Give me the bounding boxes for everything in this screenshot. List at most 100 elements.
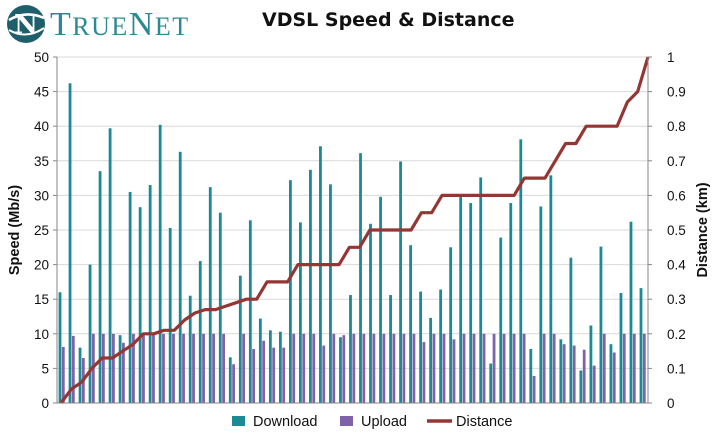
upload-bar bbox=[172, 333, 175, 403]
upload-bar bbox=[412, 333, 416, 403]
download-bar bbox=[299, 222, 302, 403]
download-bar bbox=[589, 325, 593, 403]
download-bar bbox=[599, 246, 603, 403]
legend-label: Distance bbox=[456, 414, 512, 430]
upload-bar bbox=[152, 333, 155, 403]
truenet-logo: N TRUENET bbox=[7, 5, 188, 43]
download-bar bbox=[409, 245, 413, 403]
y2-tick-label: 1 bbox=[667, 50, 675, 65]
upload-bar bbox=[252, 349, 256, 403]
legend-swatch bbox=[232, 416, 245, 426]
upload-bar bbox=[302, 333, 306, 403]
upload-bar bbox=[202, 333, 205, 403]
y-tick-label: 30 bbox=[34, 188, 49, 203]
axes bbox=[53, 56, 652, 404]
y-tick-label: 45 bbox=[34, 85, 49, 100]
upload-bar bbox=[342, 335, 346, 403]
y-tick-label: 35 bbox=[34, 154, 49, 169]
download-bar bbox=[399, 161, 402, 403]
y-axis-title: Speed (Mb/s) bbox=[7, 185, 23, 275]
download-bar bbox=[98, 171, 102, 403]
download-bar bbox=[128, 191, 132, 403]
upload-bar bbox=[562, 344, 566, 403]
upload-bar bbox=[332, 333, 336, 403]
download-bar bbox=[248, 220, 252, 403]
download-bar bbox=[319, 146, 322, 403]
y2-tick-label: 0.5 bbox=[667, 223, 686, 238]
upload-bar bbox=[292, 333, 296, 403]
upload-bar bbox=[402, 333, 406, 403]
upload-bar bbox=[392, 333, 396, 403]
upload-bar bbox=[312, 333, 316, 403]
upload-bar bbox=[502, 333, 506, 403]
download-bar bbox=[288, 180, 292, 403]
download-bar bbox=[559, 339, 563, 403]
download-bar bbox=[118, 335, 122, 403]
upload-bar bbox=[432, 333, 436, 403]
upload-bar bbox=[282, 347, 286, 403]
download-bar bbox=[509, 203, 513, 403]
upload-bar bbox=[382, 333, 386, 403]
legend-swatch bbox=[340, 416, 353, 426]
download-bar bbox=[529, 349, 533, 403]
legend: Download Upload Distance bbox=[232, 414, 512, 430]
distance-line-path bbox=[59, 56, 650, 404]
upload-bar bbox=[612, 352, 616, 403]
download-bar bbox=[339, 337, 342, 403]
upload-bar bbox=[462, 333, 466, 403]
download-bar bbox=[519, 139, 523, 403]
download-bar bbox=[579, 370, 583, 403]
y2-tick-label: 0.6 bbox=[667, 188, 686, 203]
upload-bar bbox=[632, 333, 636, 403]
legend-label: Download bbox=[253, 414, 318, 430]
download-bar bbox=[278, 331, 282, 403]
y2-tick-label: 0.1 bbox=[667, 361, 686, 376]
y2-tick-label: 0.3 bbox=[667, 292, 686, 307]
download-bar bbox=[68, 83, 72, 404]
download-bar bbox=[198, 261, 202, 403]
y2-axis-title: Distance (km) bbox=[695, 182, 711, 277]
upload-bar bbox=[162, 333, 165, 403]
download-bar bbox=[309, 169, 312, 403]
upload-bar bbox=[542, 333, 546, 403]
upload-bar bbox=[262, 340, 266, 403]
upload-bar bbox=[71, 335, 75, 403]
download-bar bbox=[389, 295, 392, 403]
logo-letter: N bbox=[14, 10, 38, 40]
upload-bar bbox=[492, 333, 496, 403]
upload-bar bbox=[61, 346, 65, 403]
upload-bar bbox=[232, 364, 236, 403]
download-bar bbox=[228, 357, 232, 403]
download-bar bbox=[369, 223, 372, 403]
legend-label: Upload bbox=[361, 414, 407, 430]
logo-swoosh-icon bbox=[8, 27, 45, 36]
download-bar bbox=[379, 196, 382, 403]
download-bar bbox=[168, 227, 172, 403]
y-tick-label: 25 bbox=[34, 223, 49, 238]
left-axis-ticks: 0 5 10 15 20 25 30 35 40 45 50 bbox=[34, 50, 49, 411]
download-bar bbox=[619, 292, 623, 403]
upload-bar bbox=[422, 342, 426, 403]
upload-bar bbox=[552, 333, 556, 403]
upload-bar bbox=[512, 333, 516, 403]
download-bar bbox=[449, 247, 453, 403]
download-bar bbox=[329, 184, 332, 403]
y2-tick-label: 0.8 bbox=[667, 119, 686, 134]
chart-title: VDSL Speed & Distance bbox=[262, 9, 515, 31]
download-bar bbox=[429, 317, 433, 403]
right-axis-ticks: 0 0.1 0.2 0.3 0.4 0.5 0.6 0.7 0.8 0.9 1 bbox=[667, 50, 686, 411]
download-bar bbox=[469, 203, 473, 403]
upload-bar bbox=[122, 342, 125, 403]
download-bar bbox=[539, 206, 543, 403]
download-bar bbox=[148, 185, 152, 403]
upload-bar bbox=[352, 333, 356, 403]
download-bar bbox=[178, 151, 182, 403]
download-bar bbox=[549, 175, 553, 403]
download-bar bbox=[208, 187, 212, 403]
download-bar bbox=[489, 363, 493, 403]
download-bar bbox=[359, 153, 362, 403]
download-bar bbox=[639, 288, 643, 403]
upload-bar bbox=[272, 347, 276, 403]
distance-line bbox=[59, 56, 650, 404]
download-bar bbox=[238, 275, 242, 403]
